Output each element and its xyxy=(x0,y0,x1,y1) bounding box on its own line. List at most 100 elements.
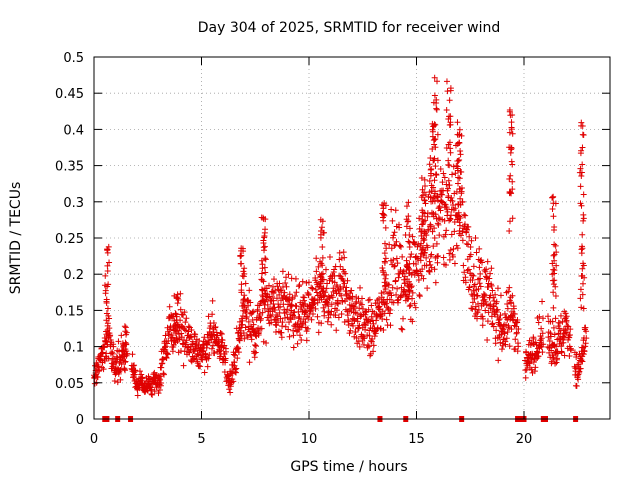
data-point xyxy=(446,97,453,104)
data-point xyxy=(278,334,285,341)
data-point xyxy=(333,307,340,314)
data-point xyxy=(446,250,453,257)
data-point xyxy=(252,349,259,356)
data-point xyxy=(472,234,479,241)
data-point xyxy=(117,376,124,383)
data-point xyxy=(394,285,401,292)
data-point xyxy=(426,267,433,274)
data-point xyxy=(469,299,476,306)
data-point xyxy=(457,147,464,154)
data-point xyxy=(272,287,279,294)
data-point xyxy=(248,336,255,343)
data-point xyxy=(399,253,406,260)
data-point xyxy=(484,318,491,325)
data-point xyxy=(474,315,481,322)
data-point xyxy=(118,361,125,368)
data-point xyxy=(532,364,539,371)
data-point xyxy=(549,205,556,212)
data-point xyxy=(540,341,547,348)
data-point xyxy=(515,326,522,333)
data-point xyxy=(379,265,386,272)
data-point xyxy=(201,369,208,376)
data-point xyxy=(577,365,584,372)
data-point xyxy=(383,271,390,278)
data-point xyxy=(566,331,573,338)
data-point xyxy=(411,271,418,278)
data-point xyxy=(320,285,327,292)
data-point xyxy=(528,366,535,373)
data-point xyxy=(489,287,496,294)
data-point xyxy=(551,251,558,258)
data-point xyxy=(442,231,449,238)
data-point xyxy=(382,224,389,231)
data-point xyxy=(492,340,499,347)
data-point xyxy=(573,382,580,389)
data-point xyxy=(386,310,393,317)
data-point xyxy=(431,234,438,241)
data-point xyxy=(550,324,557,331)
data-point xyxy=(243,306,250,313)
data-point xyxy=(279,319,286,326)
data-point xyxy=(246,287,253,294)
y-tick-label: 0.05 xyxy=(55,377,84,392)
data-point xyxy=(103,317,110,324)
data-point xyxy=(331,266,338,273)
data-point xyxy=(386,241,393,248)
data-point xyxy=(414,243,421,250)
data-point xyxy=(235,349,242,356)
data-point xyxy=(388,206,395,213)
data-point xyxy=(405,199,412,206)
data-point xyxy=(101,282,108,289)
data-point xyxy=(352,329,359,336)
data-point xyxy=(350,322,357,329)
data-point xyxy=(552,360,559,367)
y-tick-label: 0.2 xyxy=(63,268,84,283)
data-point xyxy=(243,313,250,320)
data-point xyxy=(234,355,241,362)
data-point xyxy=(580,280,587,287)
data-point xyxy=(374,324,381,331)
data-point xyxy=(459,237,466,244)
data-point xyxy=(551,257,558,264)
data-point xyxy=(240,330,247,337)
data-point xyxy=(170,341,177,348)
data-point xyxy=(192,331,199,338)
data-point xyxy=(286,297,293,304)
data-point xyxy=(201,334,208,341)
data-point xyxy=(378,290,385,297)
data-point xyxy=(508,190,515,197)
data-point xyxy=(311,296,318,303)
data-point xyxy=(509,178,516,185)
data-point xyxy=(209,311,216,318)
data-point xyxy=(506,343,513,350)
data-point xyxy=(369,336,376,343)
data-point xyxy=(465,266,472,273)
data-point xyxy=(360,305,367,312)
data-point xyxy=(568,347,575,354)
data-point xyxy=(539,298,546,305)
data-point xyxy=(547,330,554,337)
data-point xyxy=(394,260,401,267)
data-point xyxy=(392,241,399,248)
data-point xyxy=(583,328,590,335)
data-point xyxy=(104,246,111,253)
data-point xyxy=(101,344,108,351)
data-point xyxy=(296,281,303,288)
data-point xyxy=(242,280,249,287)
data-point xyxy=(240,248,247,255)
data-point xyxy=(342,270,349,277)
data-point xyxy=(490,323,497,330)
data-point xyxy=(284,306,291,313)
data-point xyxy=(377,325,384,332)
data-point xyxy=(434,197,441,204)
data-point xyxy=(421,197,428,204)
data-point xyxy=(406,225,413,232)
data-point xyxy=(416,292,423,299)
data-point xyxy=(251,341,258,348)
data-point xyxy=(250,308,257,315)
data-point xyxy=(421,210,428,217)
data-point xyxy=(422,217,429,224)
data-point xyxy=(424,285,431,292)
data-point xyxy=(382,255,389,262)
data-point xyxy=(205,313,212,320)
